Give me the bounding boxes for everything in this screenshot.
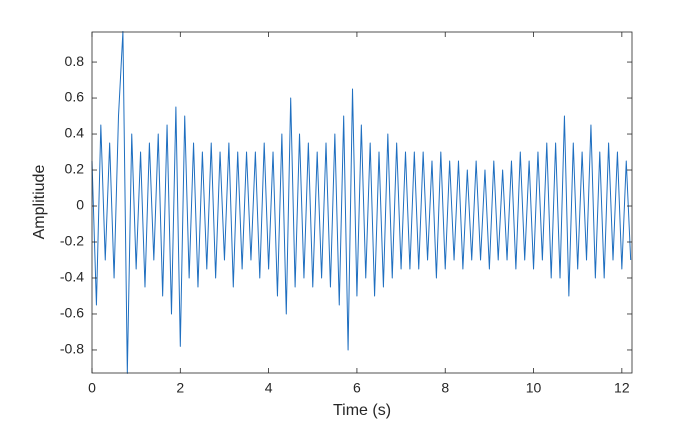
y-tick-label: 0.2 xyxy=(65,161,85,177)
y-tick-label: 0.4 xyxy=(65,125,85,141)
x-tick-label: 2 xyxy=(176,380,184,396)
y-tick-label: 0 xyxy=(76,197,84,213)
x-tick-label: 0 xyxy=(88,380,96,396)
axes-box xyxy=(91,31,633,374)
y-tick-label: -0.2 xyxy=(60,233,84,249)
x-tick-label: 12 xyxy=(614,380,630,396)
y-tick-label: -0.8 xyxy=(60,341,84,357)
x-tick-label: 8 xyxy=(441,380,449,396)
y-tick-label: -0.4 xyxy=(60,269,84,285)
y-tick-label: 0.8 xyxy=(65,53,85,69)
y-tick-label: 0.6 xyxy=(65,89,85,105)
x-tick-label: 4 xyxy=(265,380,273,396)
y-axis-label: Amplitiude xyxy=(31,165,48,240)
x-tick-label: 10 xyxy=(526,380,542,396)
x-tick-label: 6 xyxy=(353,380,361,396)
x-axis-label: Time (s) xyxy=(333,402,391,419)
signal-line xyxy=(91,30,632,374)
y-tick-label: -0.6 xyxy=(60,305,84,321)
